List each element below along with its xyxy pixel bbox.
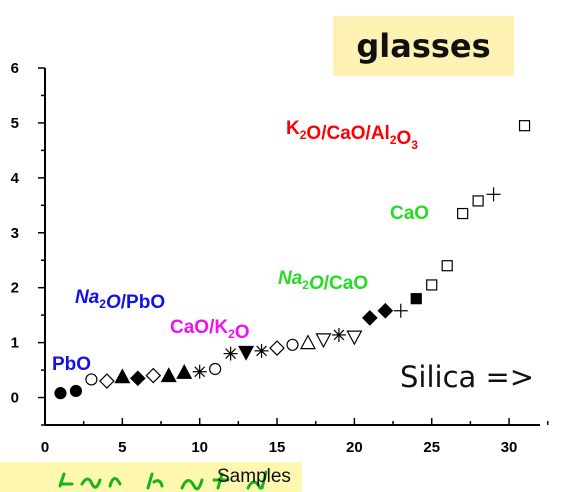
x-tick-label: 15 <box>269 439 286 456</box>
data-point-triangle-filled <box>114 368 131 384</box>
annotation-pbo: PbO <box>52 354 91 375</box>
x-tick-label: 5 <box>118 439 126 456</box>
annotation-cao: CaO <box>390 203 429 224</box>
x-axis-label: Samples <box>217 466 291 487</box>
y-tick-label: 1 <box>11 335 19 352</box>
data-point-diamond-open <box>269 340 285 356</box>
bottom-banner <box>0 462 302 492</box>
y-tick-label: 6 <box>11 60 19 77</box>
data-point-triangle-filled <box>176 364 193 379</box>
data-point-square-open <box>518 120 531 132</box>
annotation-cao-k2o: CaO/K2O <box>170 317 250 343</box>
data-point-diamond-filled <box>129 370 146 387</box>
data-point-triangle-down-open <box>315 333 332 349</box>
data-point-star <box>254 343 269 358</box>
data-point-star <box>331 327 346 342</box>
annotation-na2o-cao: Na2O/CaO <box>278 268 368 294</box>
data-point-circle-open <box>85 373 98 386</box>
data-point-circle-open <box>209 362 222 376</box>
data-point-square-open <box>426 279 438 291</box>
x-tick-label: 25 <box>423 439 440 456</box>
data-point-diamond-open <box>99 373 115 389</box>
x-tick-label: 20 <box>346 439 363 456</box>
data-point-triangle-open <box>299 334 316 350</box>
x-tick-label: 30 <box>501 439 518 456</box>
data-point-star <box>192 364 207 379</box>
data-point-triangle-down-open <box>346 330 363 346</box>
data-point-circle-open <box>286 338 299 351</box>
data-points <box>54 120 531 400</box>
data-point-square-filled <box>410 293 422 305</box>
plot-axes: 0 5 10 15 20 25 30 0 1 2 3 4 5 6 <box>11 60 549 456</box>
annotation-na2o-pbo: Na2O/PbO <box>75 287 165 313</box>
annotation-k2o-cao-al2o3: K2O/CaO/Al2O3 <box>286 118 418 152</box>
data-point-triangle-down-filled <box>238 345 255 361</box>
y-tick-label: 5 <box>11 115 19 132</box>
data-point-square-open <box>441 260 453 272</box>
handwritten-scribble <box>58 470 268 491</box>
data-point-square-open <box>457 207 469 220</box>
x-tick-label: 0 <box>41 439 49 456</box>
y-tick-label: 3 <box>11 225 19 242</box>
data-point-plus <box>393 303 408 318</box>
data-point-diamond-open <box>145 367 162 384</box>
data-point-triangle-filled <box>160 367 177 383</box>
y-tick-label: 0 <box>11 390 19 407</box>
x-tick-label: 10 <box>191 439 208 456</box>
data-point-circle-filled <box>69 384 83 398</box>
data-point-square-open <box>472 195 484 207</box>
silica-label: Silica => <box>400 360 535 394</box>
y-tick-label: 4 <box>11 170 20 187</box>
data-point-diamond-filled <box>361 310 378 326</box>
data-point-star <box>223 346 238 361</box>
chart-title: glasses <box>333 16 514 76</box>
data-point-diamond-filled <box>377 302 394 319</box>
data-point-circle-filled <box>54 387 67 400</box>
y-tick-label: 2 <box>11 280 19 297</box>
data-point-plus <box>486 187 501 202</box>
